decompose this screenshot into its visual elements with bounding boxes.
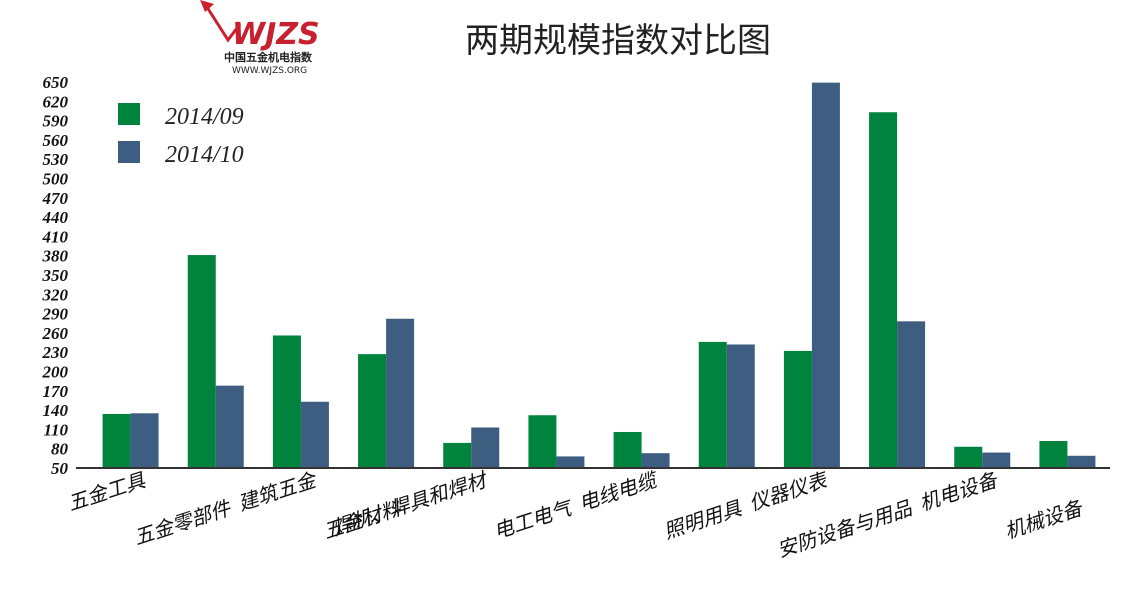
y-tick-label: 80 bbox=[51, 440, 69, 459]
y-tick-label: 620 bbox=[43, 92, 69, 111]
y-tick-label: 500 bbox=[43, 170, 69, 189]
logo-subtitle: 中国五金机电指数 bbox=[224, 50, 313, 64]
bar-2014-09-7 bbox=[698, 341, 727, 468]
bar-2014-09-11 bbox=[1039, 440, 1068, 468]
bar-2014-09-1 bbox=[187, 255, 216, 468]
y-tick-label: 110 bbox=[43, 420, 68, 439]
legend-swatch-2014-09 bbox=[118, 103, 140, 125]
legend-label-2014-10: 2014/10 bbox=[165, 142, 244, 168]
y-tick-label: 320 bbox=[42, 285, 69, 304]
bar-2014-10-10 bbox=[982, 452, 1011, 468]
logo-arrowhead-icon bbox=[200, 0, 214, 12]
bar-2014-10-9 bbox=[897, 321, 926, 468]
y-tick-label: 230 bbox=[42, 343, 69, 362]
legend-swatch-2014-10 bbox=[118, 141, 140, 163]
legend: 2014/09 2014/10 bbox=[118, 103, 244, 168]
y-tick-label: 260 bbox=[42, 324, 69, 343]
y-tick-label: 380 bbox=[42, 247, 69, 266]
logo: WJZS 中国五金机电指数 WWW.WJZS.ORG bbox=[200, 0, 320, 76]
y-tick-label: 560 bbox=[43, 131, 69, 150]
x-tick-label: 电线电缆 bbox=[576, 467, 662, 515]
y-tick-label: 170 bbox=[43, 382, 69, 401]
x-tick-label: 电工电气 bbox=[490, 495, 576, 543]
x-tick-label: 建筑五金 bbox=[235, 467, 321, 515]
y-tick-label: 470 bbox=[42, 189, 69, 208]
bar-2014-09-2 bbox=[272, 335, 301, 468]
bar-2014-10-6 bbox=[641, 453, 670, 468]
y-tick-label: 530 bbox=[43, 150, 69, 169]
bar-2014-09-0 bbox=[102, 413, 131, 468]
logo-mark: WJZS bbox=[232, 17, 320, 52]
bar-2014-09-5 bbox=[528, 415, 557, 468]
bar-2014-10-7 bbox=[726, 344, 755, 468]
bar-2014-09-10 bbox=[954, 446, 983, 468]
legend-label-2014-09: 2014/09 bbox=[165, 104, 244, 130]
y-tick-label: 410 bbox=[42, 227, 69, 246]
bar-2014-10-2 bbox=[300, 401, 329, 468]
bar-2014-10-1 bbox=[215, 385, 244, 468]
chart-title: 两期规模指数对比图 bbox=[465, 21, 771, 61]
bars bbox=[102, 82, 1096, 468]
x-tick-label: 五金工具 bbox=[65, 468, 149, 516]
bar-2014-10-0 bbox=[130, 413, 159, 468]
x-tick-label: 仪器仪表 bbox=[746, 467, 831, 515]
bar-2014-09-3 bbox=[358, 354, 387, 468]
y-tick-label: 350 bbox=[42, 266, 69, 285]
bar-2014-09-4 bbox=[443, 442, 472, 468]
y-tick-label: 290 bbox=[42, 305, 69, 324]
x-tick-label: 安防设备与用品 bbox=[774, 496, 916, 562]
y-tick-label: 50 bbox=[51, 459, 69, 478]
x-tick-label: 照明用具 bbox=[661, 496, 745, 544]
y-tick-label: 140 bbox=[43, 401, 69, 420]
logo-arrow-icon bbox=[203, 3, 242, 43]
bar-2014-09-9 bbox=[869, 112, 898, 468]
y-tick-label: 650 bbox=[43, 73, 69, 92]
logo-url: WWW.WJZS.ORG bbox=[232, 66, 307, 76]
bar-2014-10-5 bbox=[556, 456, 585, 468]
x-tick-label: 机械设备 bbox=[1001, 495, 1086, 543]
bar-2014-10-3 bbox=[386, 318, 415, 468]
y-tick-label: 590 bbox=[43, 112, 69, 131]
bar-2014-09-8 bbox=[783, 350, 812, 468]
bar-2014-10-4 bbox=[471, 427, 500, 468]
x-tick-label: 机电设备 bbox=[916, 467, 1001, 515]
bar-2014-10-8 bbox=[811, 82, 840, 468]
y-tick-label: 440 bbox=[42, 208, 69, 227]
bar-2014-10-11 bbox=[1067, 455, 1096, 468]
bar-2014-09-6 bbox=[613, 431, 642, 468]
y-axis-ticks: 5080110140170200230260290320350380410440… bbox=[42, 73, 69, 478]
y-tick-label: 200 bbox=[42, 363, 69, 382]
x-tick-label: 五金零部件 bbox=[131, 495, 235, 549]
x-tick-label: 焊机、焊具和焊材 bbox=[329, 467, 491, 540]
